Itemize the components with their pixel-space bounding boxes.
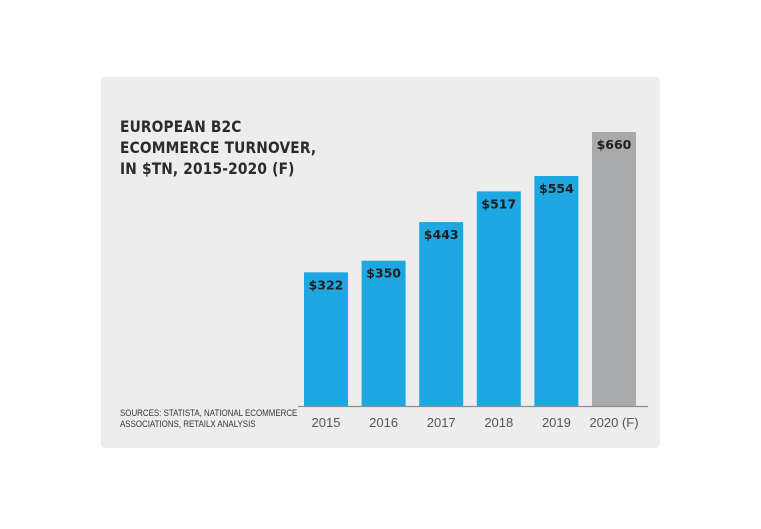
bar-2020-f — [592, 132, 636, 406]
bar-value-label: $517 — [481, 196, 516, 211]
x-tick-label: 2015 — [312, 415, 341, 430]
bar-2018 — [476, 191, 521, 406]
source-line-1: SOURCES: STATISTA, NATIONAL ECOMMERCE — [120, 408, 298, 418]
bar-value-label: $554 — [539, 181, 574, 196]
chart-title-line-3: IN $TN, 2015-2020 (F) — [120, 159, 295, 178]
chart-title-line-2: ECOMMERCE TURNOVER, — [120, 138, 317, 157]
bar-value-label: $350 — [366, 266, 401, 281]
chart-title-line-1: EUROPEAN B2C — [120, 117, 242, 136]
source-line-2: ASSOCIATIONS, RETAILX ANALYSIS — [120, 419, 256, 429]
source-note: SOURCES: STATISTA, NATIONAL ECOMMERCE AS… — [120, 408, 297, 430]
chart-title: EUROPEAN B2C ECOMMERCE TURNOVER, IN $TN,… — [120, 116, 317, 179]
x-tick-label: 2019 — [542, 415, 571, 430]
x-tick-label: 2020 (F) — [589, 415, 638, 430]
x-tick-label: 2017 — [427, 415, 456, 430]
bar-value-label: $443 — [424, 227, 459, 242]
bar-2015 — [304, 272, 348, 406]
x-tick-label: 2016 — [369, 415, 398, 430]
bar-2016 — [361, 260, 406, 406]
bar-2017 — [419, 222, 464, 406]
bar-2019 — [534, 176, 579, 406]
x-tick-label: 2018 — [484, 415, 513, 430]
bar-value-label: $322 — [309, 277, 344, 292]
bar-value-label: $660 — [597, 137, 632, 152]
